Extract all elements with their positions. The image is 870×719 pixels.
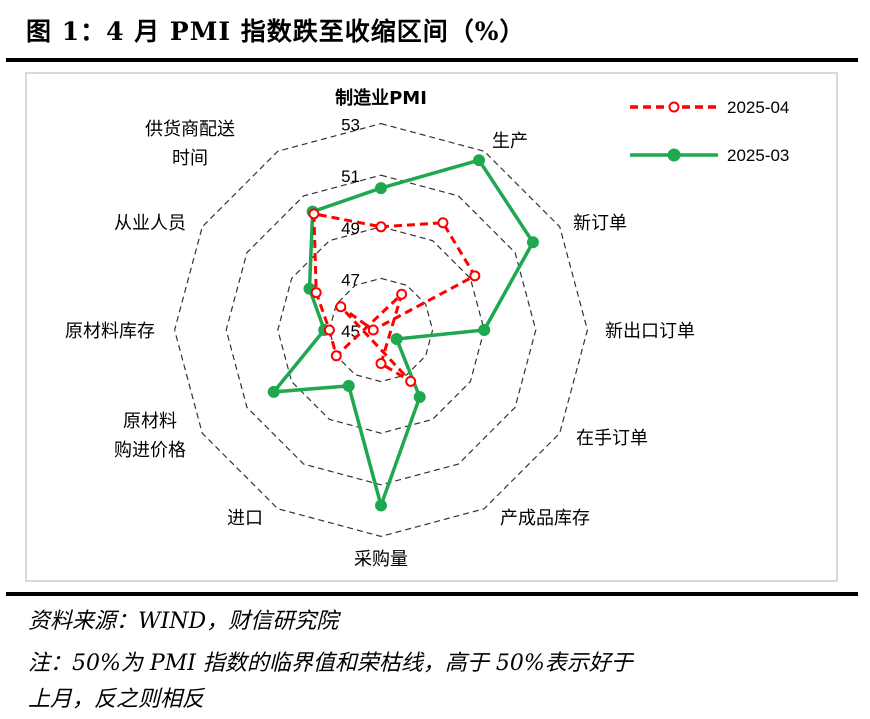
legend-marker-2025-03 xyxy=(667,148,681,162)
data-point-2025-04 xyxy=(310,287,322,299)
data-point-2025-04 xyxy=(335,301,347,313)
axis-label: 产成品库存 xyxy=(500,508,590,529)
chart-frame xyxy=(25,72,838,582)
data-point-2025-03 xyxy=(375,182,387,195)
data-point-2025-04 xyxy=(469,270,481,282)
tick-label: 53 xyxy=(341,116,360,135)
data-point-2025-04 xyxy=(405,375,417,387)
grid-ring-47 xyxy=(328,277,434,383)
axis-label: 供货商配送 xyxy=(145,119,235,140)
source-text: 资料来源：WIND，财信研究院 xyxy=(28,609,339,634)
grid-ring-53 xyxy=(173,122,589,538)
grid-ring-49 xyxy=(277,226,485,434)
data-point-2025-03 xyxy=(342,379,355,392)
axis-label: 在手订单 xyxy=(576,428,648,449)
axis-label: 时间 xyxy=(172,148,208,169)
legend-label: 2025-04 xyxy=(727,98,789,117)
legend-marker-2025-04 xyxy=(668,101,680,113)
data-point-2025-03 xyxy=(267,385,280,398)
note-text-line2: 上月，反之则相反 xyxy=(28,687,205,712)
legend-label: 2025-03 xyxy=(727,146,789,165)
axis-label: 原材料 xyxy=(123,411,177,432)
axis-label: 原材料库存 xyxy=(65,321,155,342)
footer-rule xyxy=(6,592,858,596)
title-rule xyxy=(6,58,858,62)
data-point-2025-04 xyxy=(308,208,320,220)
data-point-2025-03 xyxy=(478,324,491,336)
data-point-2025-04 xyxy=(375,221,387,233)
axis-label: 购进价格 xyxy=(114,440,186,461)
data-point-2025-03 xyxy=(413,391,426,404)
data-point-2025-04 xyxy=(437,217,449,229)
data-point-2025-04 xyxy=(323,324,335,336)
axis-label: 从业人员 xyxy=(114,213,186,234)
data-point-2025-03 xyxy=(473,154,486,167)
axis-label: 新出口订单 xyxy=(605,321,695,342)
axis-label: 新订单 xyxy=(573,213,627,234)
data-point-2025-04 xyxy=(367,324,379,336)
axis-label: 生产 xyxy=(492,131,528,152)
tick-label: 47 xyxy=(341,270,360,289)
tick-label: 51 xyxy=(341,167,360,186)
data-point-2025-04 xyxy=(330,350,342,362)
note-text-line1: 注：50%为 PMI 指数的临界值和荣枯线，高于 50%表示好于 xyxy=(28,651,633,676)
data-point-2025-03 xyxy=(526,236,539,249)
tick-label: 49 xyxy=(341,219,360,238)
axis-label: 进口 xyxy=(227,508,263,529)
grid-ring-51 xyxy=(225,174,537,486)
axis-label: 采购量 xyxy=(354,549,408,570)
axis-label: 制造业PMI xyxy=(335,87,427,109)
data-point-2025-04 xyxy=(396,288,408,300)
figure-title: 图 1：4 月 PMI 指数跌至收缩区间（%） xyxy=(26,17,526,46)
data-point-2025-04 xyxy=(375,358,387,370)
data-point-2025-03 xyxy=(390,333,403,346)
data-point-2025-03 xyxy=(375,499,387,512)
